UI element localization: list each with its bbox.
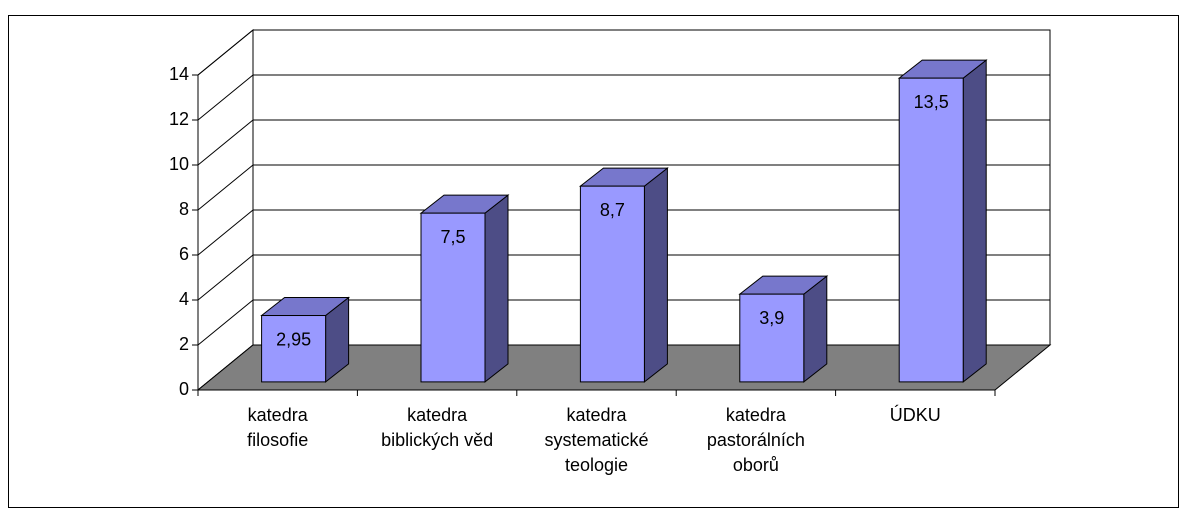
- x-tick-label: ÚDKU: [890, 404, 941, 425]
- bar-front: [898, 77, 964, 383]
- grid-line: [197, 74, 254, 121]
- grid-line: [197, 299, 254, 346]
- bar: [738, 275, 829, 383]
- grid-line: [197, 254, 254, 301]
- data-label: 8,7: [600, 200, 625, 220]
- x-tick-label: teologie: [565, 455, 628, 475]
- bar-side: [484, 194, 509, 383]
- grid-line: [197, 119, 254, 166]
- y-tick-label: 0: [179, 379, 189, 399]
- y-tick-label: 14: [169, 64, 189, 84]
- data-label: 3,9: [759, 308, 784, 328]
- bar-side: [962, 59, 987, 383]
- grid-line: [197, 164, 254, 211]
- data-label: 2,95: [276, 329, 311, 349]
- y-tick-label: 10: [169, 154, 189, 174]
- x-tick-label: pastorálních: [707, 430, 805, 450]
- data-label: 7,5: [440, 227, 465, 247]
- x-tick-label: oborů: [733, 455, 779, 475]
- bar-front: [420, 212, 486, 383]
- x-tick-label: katedra: [248, 405, 309, 425]
- bar-side: [643, 167, 668, 383]
- x-tick-label: katedra: [726, 405, 787, 425]
- side-wall: [197, 28, 254, 392]
- y-tick-label: 12: [169, 109, 189, 129]
- y-tick-label: 4: [179, 289, 189, 309]
- x-tick-label: filosofie: [247, 430, 308, 450]
- bar: [578, 167, 669, 383]
- x-tick-label: katedra: [566, 405, 627, 425]
- y-tick-label: 6: [179, 244, 189, 264]
- grid-line: [197, 209, 254, 256]
- bar: [260, 296, 351, 383]
- y-tick-label: 8: [179, 199, 189, 219]
- y-tick-label: 2: [179, 334, 189, 354]
- bar-front: [579, 185, 645, 383]
- bar: [897, 59, 988, 383]
- data-label: 13,5: [914, 92, 949, 112]
- grid-line: [197, 29, 254, 76]
- x-tick-label: katedra: [407, 405, 468, 425]
- bar: [419, 194, 510, 383]
- bar-front: [739, 293, 805, 383]
- x-tick-label: biblických věd: [381, 430, 493, 450]
- x-tick-label: systematické: [544, 430, 648, 450]
- bar-front: [261, 315, 327, 383]
